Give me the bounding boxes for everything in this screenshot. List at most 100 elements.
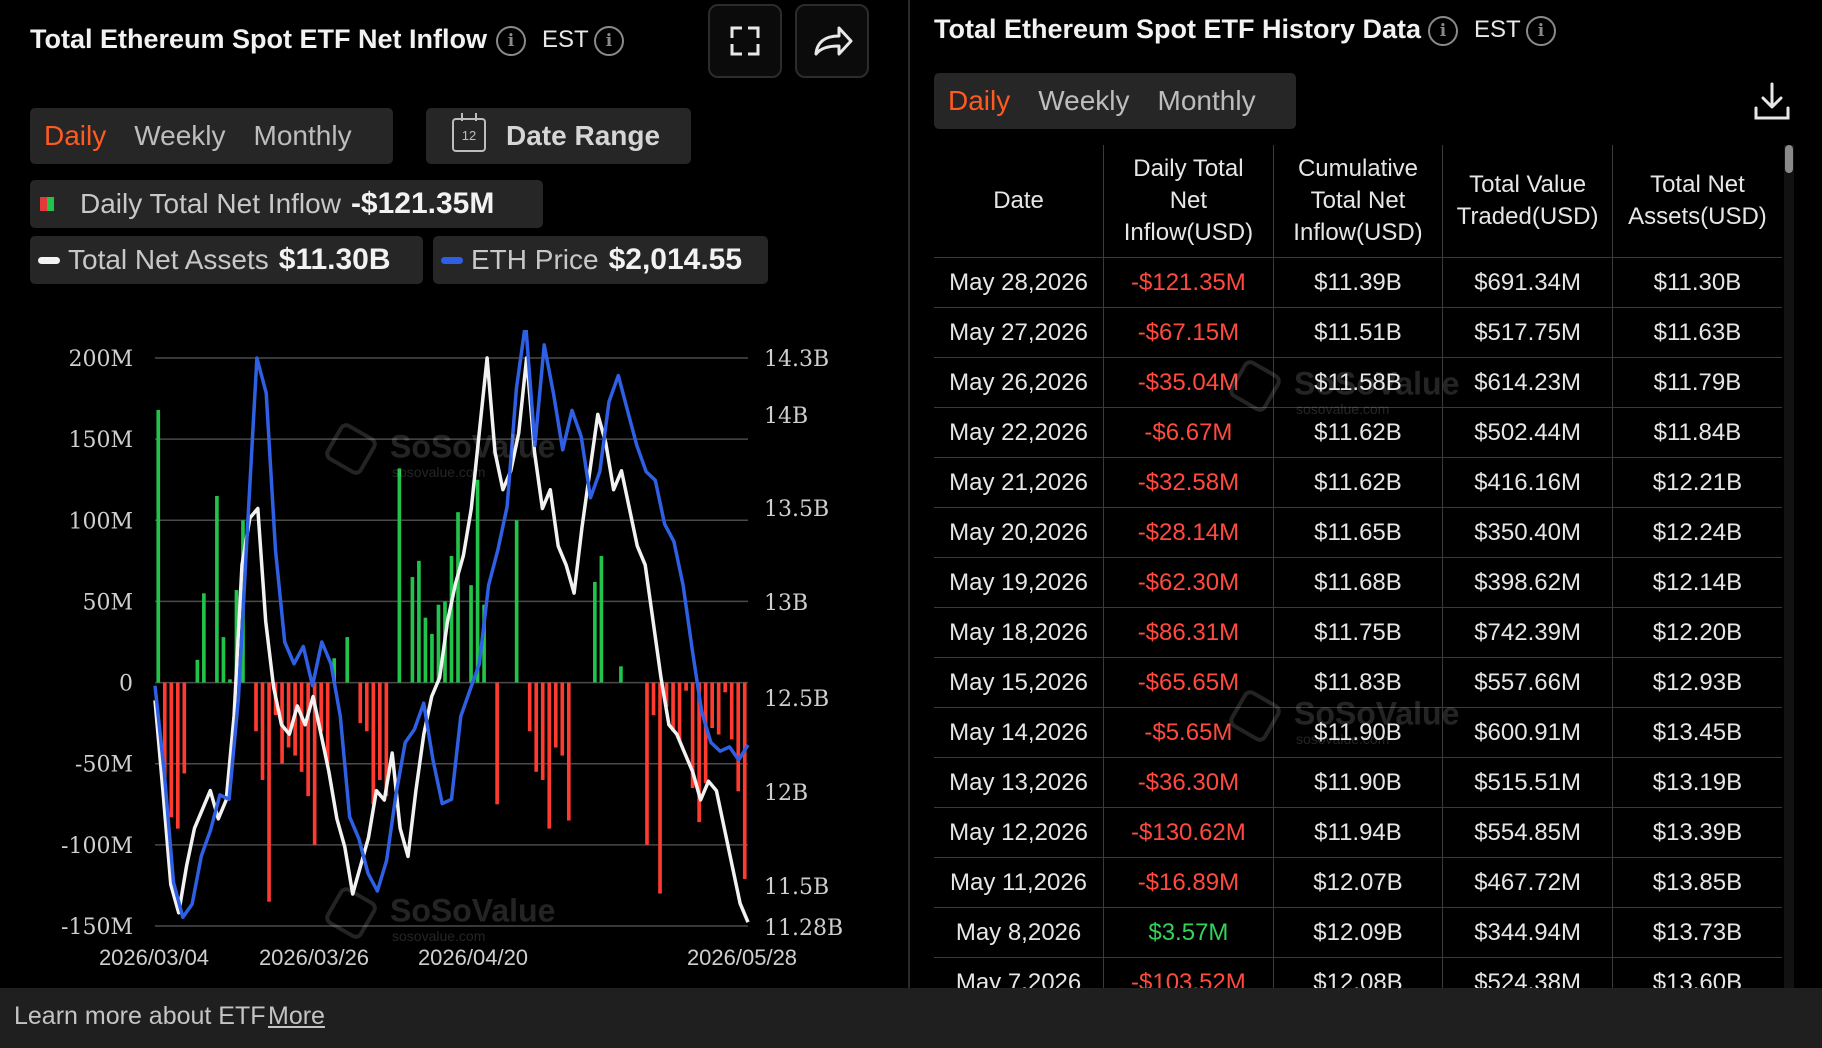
inflow-bar	[651, 682, 656, 716]
inflow-bar	[553, 682, 558, 748]
table-row[interactable]: May 12,2026 -$130.62M $11.94B $554.85M $13.3…	[934, 807, 1782, 858]
cell-value-traded: $416.16M	[1442, 457, 1613, 508]
inflow-bar	[469, 585, 473, 683]
cell-date: May 20,2026	[934, 507, 1105, 558]
cell-cumulative-inflow: $11.39B	[1273, 257, 1444, 308]
timezone-info-icon[interactable]: i	[594, 26, 624, 56]
cell-net-assets: $13.19B	[1612, 757, 1782, 808]
inflow-bar	[306, 682, 310, 797]
inflow-bar	[716, 682, 721, 735]
cell-date: May 11,2026	[934, 857, 1105, 908]
x-axis-tick: 2026/03/26	[259, 945, 369, 970]
table-row[interactable]: May 8,2026 $3.57M $12.09B $344.94M $13.73B	[934, 907, 1782, 958]
cell-net-assets: $12.14B	[1612, 557, 1782, 608]
legend-daily-inflow[interactable]: Daily Total Net Inflow -$121.35M	[30, 180, 543, 228]
info-icon[interactable]: i	[1428, 16, 1458, 46]
cell-cumulative-inflow: $11.90B	[1273, 757, 1444, 808]
left-axis-tick: 0	[119, 672, 133, 697]
cell-cumulative-inflow: $11.83B	[1273, 657, 1444, 708]
inflow-legend-icon	[40, 197, 54, 211]
fullscreen-icon	[730, 26, 760, 56]
cell-cumulative-inflow: $12.09B	[1273, 907, 1444, 958]
legend-assets-value: $11.30B	[278, 243, 391, 276]
table-row[interactable]: May 7,2026 -$103.52M $12.08B $524.38M $13.60…	[934, 957, 1782, 988]
tab-monthly[interactable]: Monthly	[253, 120, 352, 151]
table-row[interactable]: May 22,2026 -$6.67M $11.62B $502.44M $11.84B	[934, 407, 1782, 458]
tab-daily[interactable]: Daily	[44, 120, 107, 151]
fullscreen-button[interactable]	[708, 4, 782, 78]
tab-monthly[interactable]: Monthly	[1157, 85, 1256, 116]
panel-divider	[908, 0, 910, 988]
inflow-bar	[162, 682, 167, 780]
net-inflow-chart[interactable]: 200M 150M 100M 50M 0 -50M -100M -150M 14.3B 14B 13…	[0, 330, 908, 980]
cell-net-assets: $12.20B	[1612, 607, 1782, 658]
tab-daily[interactable]: Daily	[948, 85, 1011, 116]
col-header-daily-inflow: Daily Total Net Inflow(USD)	[1103, 145, 1274, 258]
cell-daily-inflow: -$16.89M	[1103, 857, 1274, 908]
cell-cumulative-inflow: $11.62B	[1273, 457, 1444, 508]
assets-legend-icon	[38, 256, 60, 264]
right-axis-tick: 11.28B	[764, 916, 843, 941]
calendar-icon: 12	[452, 113, 486, 152]
legend-eth-price[interactable]: ETH Price $2,014.55	[433, 236, 768, 284]
info-icon[interactable]: i	[496, 26, 526, 56]
inflow-bar	[514, 520, 519, 683]
cell-net-assets: $12.24B	[1612, 507, 1782, 558]
table-row[interactable]: May 11,2026 -$16.89M $12.07B $467.72M $13.85…	[934, 857, 1782, 908]
footer-text: Learn more about ETF	[14, 1002, 266, 1030]
legend-total-net-assets[interactable]: Total Net Assets $11.30B	[30, 236, 423, 284]
inflow-bar	[677, 682, 682, 741]
cell-daily-inflow: -$86.31M	[1103, 607, 1274, 658]
cell-net-assets: $12.93B	[1612, 657, 1782, 708]
cell-net-assets: $11.30B	[1612, 257, 1782, 308]
table-row[interactable]: May 21,2026 -$32.58M $11.62B $416.16M $12.21…	[934, 457, 1782, 508]
cell-cumulative-inflow: $12.07B	[1273, 857, 1444, 908]
eth-price-line	[153, 330, 750, 920]
inflow-bar	[332, 658, 337, 683]
tab-weekly[interactable]: Weekly	[1038, 85, 1130, 116]
table-row[interactable]: May 20,2026 -$28.14M $11.65B $350.40M $12.24…	[934, 507, 1782, 558]
table-row[interactable]: May 26,2026 -$35.04M $11.58B $614.23M $11.79…	[934, 357, 1782, 408]
download-icon	[1754, 82, 1790, 120]
download-button[interactable]	[1748, 78, 1796, 126]
inflow-bar	[182, 682, 187, 774]
cell-date: May 18,2026	[934, 607, 1105, 658]
cell-value-traded: $691.34M	[1442, 257, 1613, 308]
cell-cumulative-inflow: $12.08B	[1273, 957, 1444, 988]
period-tabs: Daily Weekly Monthly	[30, 108, 393, 164]
inflow-bar	[397, 468, 402, 683]
date-range-button[interactable]: 12 Date Range	[426, 108, 691, 164]
cell-cumulative-inflow: $11.62B	[1273, 407, 1444, 458]
tab-weekly[interactable]: Weekly	[134, 120, 226, 151]
table-row[interactable]: May 15,2026 -$65.65M $11.83B $557.66M $12.93…	[934, 657, 1782, 708]
table-row[interactable]: May 14,2026 -$5.65M $11.90B $600.91M $13.45B	[934, 707, 1782, 758]
cell-date: May 14,2026	[934, 707, 1105, 758]
cell-date: May 12,2026	[934, 807, 1105, 858]
history-table-container[interactable]: Date Daily Total Net Inflow(USD) Cumulat…	[934, 145, 1782, 988]
table-row[interactable]: May 13,2026 -$36.30M $11.90B $515.51M $13.19…	[934, 757, 1782, 808]
table-row[interactable]: May 28,2026 -$121.35M $11.39B $691.34M $11.3…	[934, 257, 1782, 308]
inflow-bar	[377, 682, 382, 780]
cell-daily-inflow: -$65.65M	[1103, 657, 1274, 708]
cell-daily-inflow: -$32.58M	[1103, 457, 1274, 508]
x-axis-tick: 2026/03/04	[99, 945, 209, 970]
right-axis-tick: 12B	[764, 781, 808, 806]
share-icon	[814, 26, 853, 56]
table-row[interactable]: May 27,2026 -$67.15M $11.51B $517.75M $11.63…	[934, 307, 1782, 358]
table-scrollbar[interactable]	[1784, 145, 1794, 988]
scrollbar-thumb[interactable]	[1785, 145, 1793, 173]
more-link[interactable]: More	[268, 1002, 325, 1030]
inflow-bar	[430, 633, 434, 683]
table-row[interactable]: May 19,2026 -$62.30M $11.68B $398.62M $12.14…	[934, 557, 1782, 608]
table-row[interactable]: May 18,2026 -$86.31M $11.75B $742.39M $12.20…	[934, 607, 1782, 658]
cell-cumulative-inflow: $11.51B	[1273, 307, 1444, 358]
timezone-info-icon[interactable]: i	[1526, 16, 1556, 46]
inflow-bar	[299, 682, 304, 772]
cell-daily-inflow: -$35.04M	[1103, 357, 1274, 408]
left-axis-tick: -150M	[61, 915, 133, 940]
share-button[interactable]	[795, 4, 869, 78]
inflow-bar	[456, 512, 460, 683]
cell-value-traded: $600.91M	[1442, 707, 1613, 758]
col-header-cumulative-inflow: Cumulative Total Net Inflow(USD)	[1273, 145, 1444, 258]
inflow-bar	[436, 604, 441, 683]
